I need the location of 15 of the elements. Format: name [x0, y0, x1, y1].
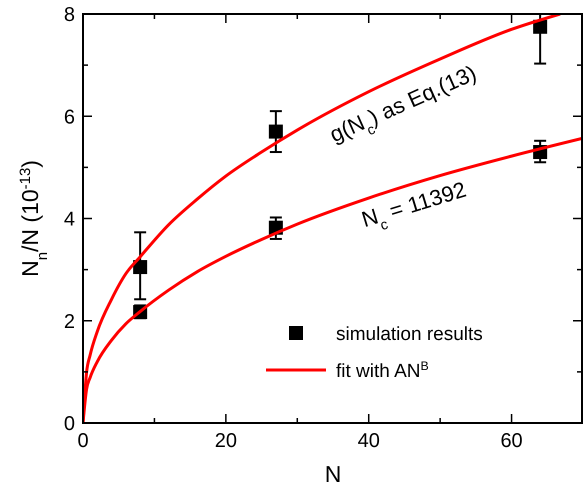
y-tick-label: 6 — [64, 106, 75, 128]
y-tick-label: 0 — [64, 413, 75, 435]
y-tick-label: 4 — [64, 208, 75, 230]
legend-label: simulation results — [336, 324, 483, 345]
x-tick-label: 0 — [77, 430, 89, 452]
point — [268, 124, 283, 139]
x-tick-label: 20 — [214, 430, 237, 452]
point — [133, 260, 148, 274]
annotation: N$_{c}$ = 11392 — [358, 176, 469, 234]
y-tick-label: 2 — [64, 310, 75, 333]
legend-label: fit with AN$^{B}$ — [336, 359, 429, 382]
x-tick-label: 40 — [358, 430, 380, 452]
y-tick-label: 8 — [64, 4, 75, 26]
x-axis-title: N — [324, 461, 342, 487]
x-tick-label: 60 — [500, 430, 523, 452]
